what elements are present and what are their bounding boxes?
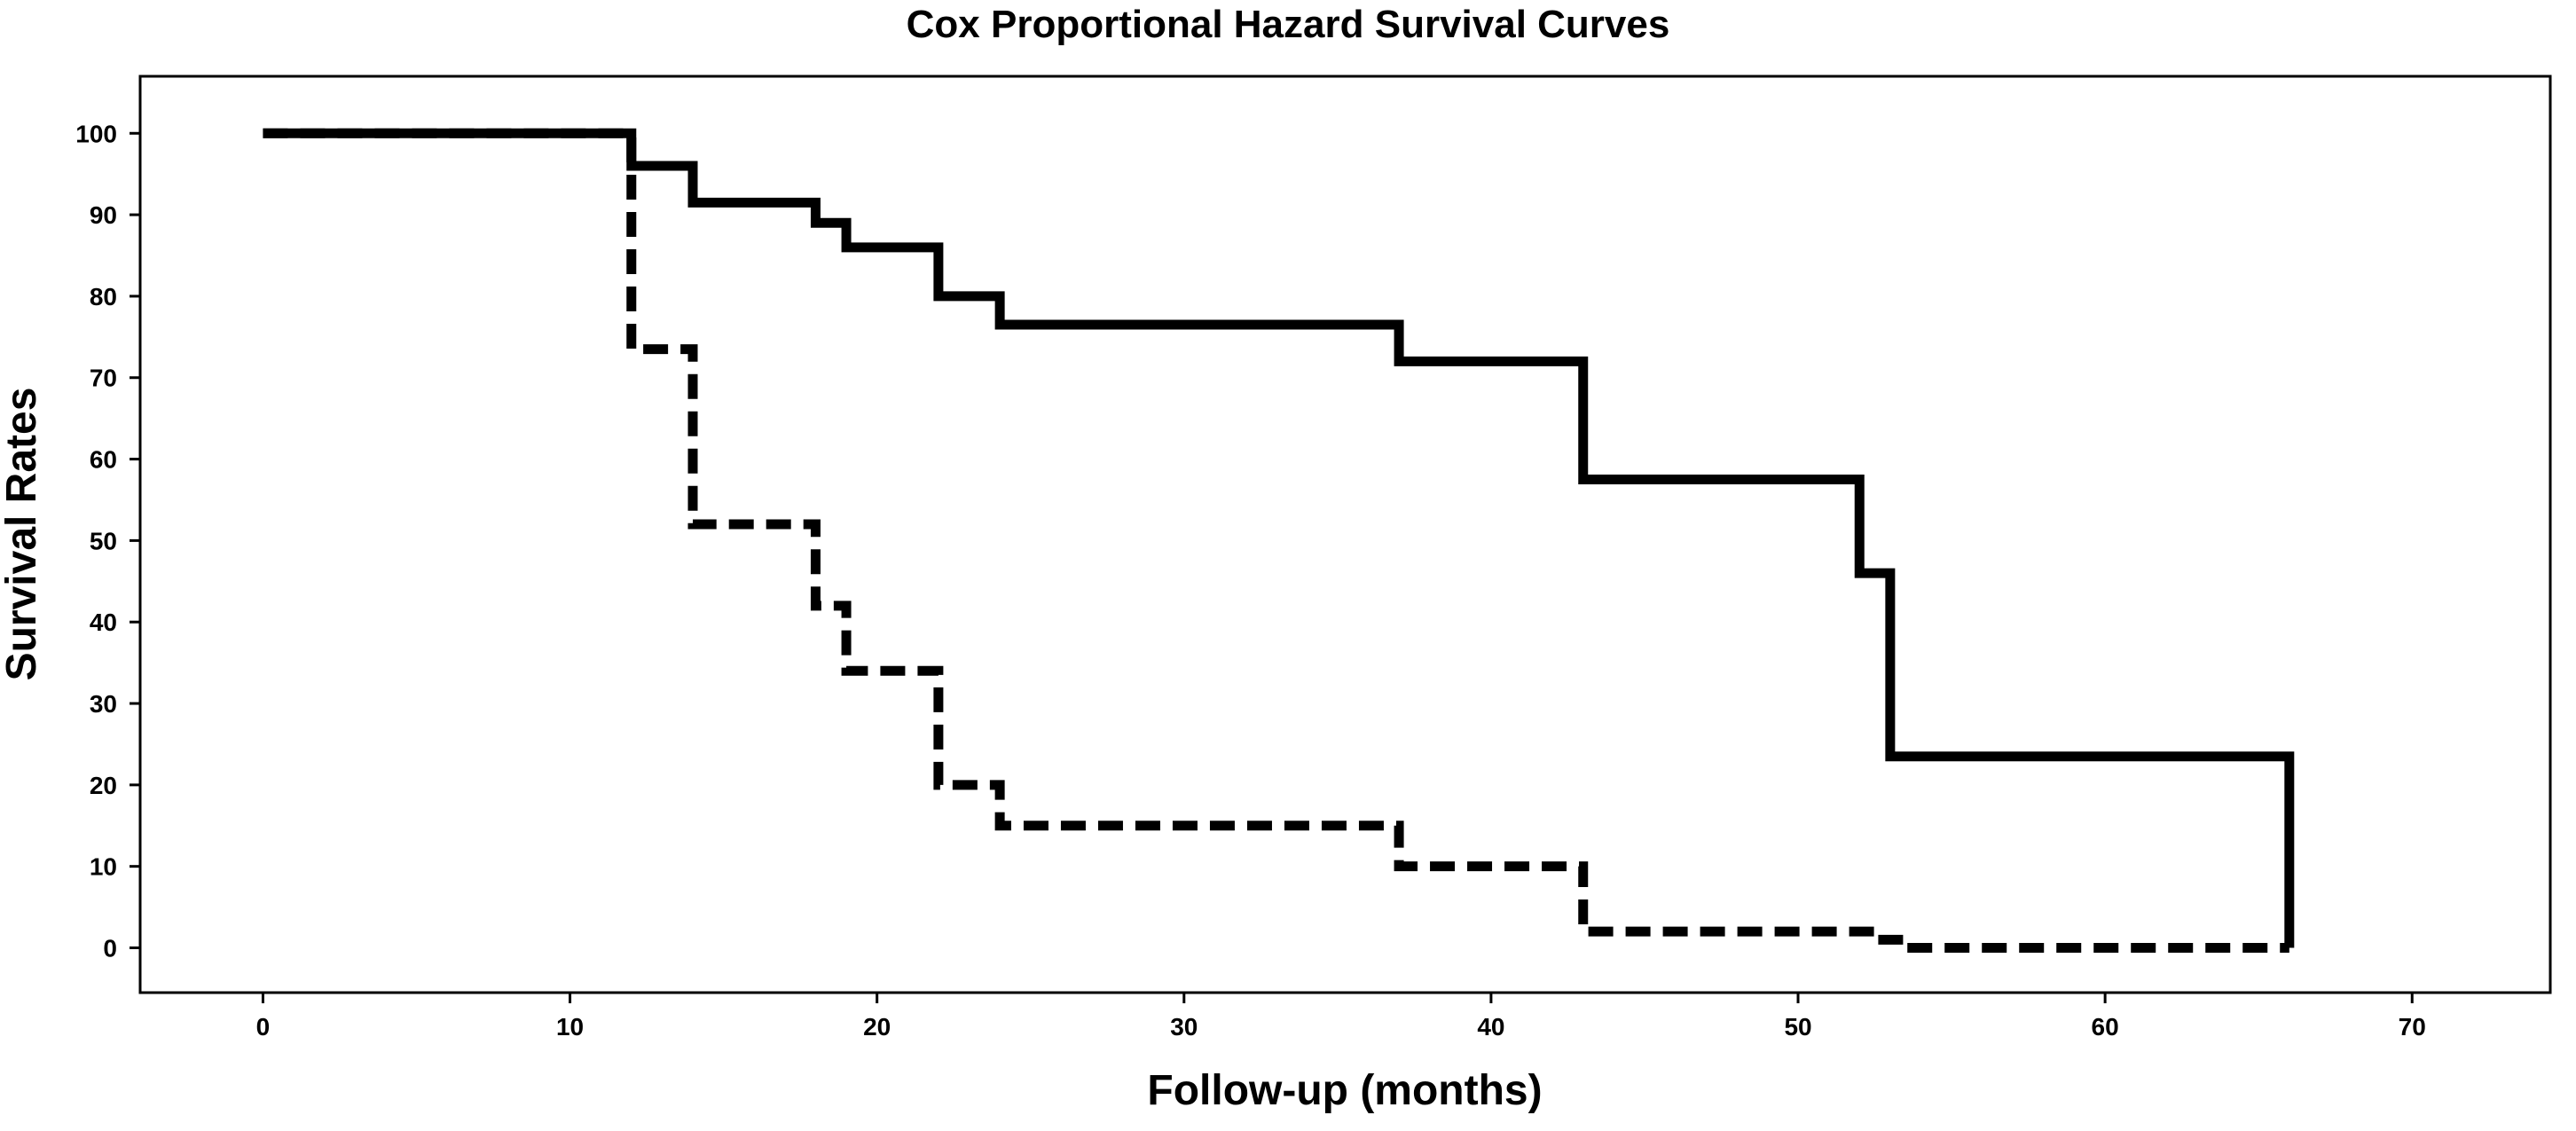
y-tick-label-10: 10 <box>90 853 117 881</box>
dashed-survival-curve <box>263 128 2289 953</box>
y-tick-label-30: 30 <box>90 690 117 718</box>
y-tick-label-70: 70 <box>90 365 117 392</box>
x-tick-label-0: 0 <box>256 1013 271 1041</box>
x-axis-ticks: 0 10 20 30 40 50 60 70 <box>256 993 2426 1041</box>
y-tick-label-80: 80 <box>90 283 117 310</box>
series-layer <box>263 128 2295 953</box>
x-tick-label-40: 40 <box>1477 1013 1504 1041</box>
y-tick-label-100: 100 <box>75 120 117 147</box>
y-tick-label-40: 40 <box>90 609 117 636</box>
x-tick-label-30: 30 <box>1170 1013 1198 1041</box>
y-tick-label-50: 50 <box>90 527 117 554</box>
y-tick-label-60: 60 <box>90 446 117 474</box>
x-tick-label-50: 50 <box>1784 1013 1811 1041</box>
y-axis-label: Survival Rates <box>0 388 45 681</box>
plot-area-frame <box>138 75 2552 994</box>
y-axis-ticks: 0 10 20 30 40 50 60 70 80 90 100 <box>75 120 140 962</box>
y-tick-label-0: 0 <box>103 934 117 962</box>
x-tick-label-60: 60 <box>2092 1013 2119 1041</box>
x-axis-label: Follow-up (months) <box>1147 1067 1542 1114</box>
y-tick-label-90: 90 <box>90 201 117 229</box>
chart-title: Cox Proportional Hazard Survival Curves <box>907 3 1670 46</box>
x-tick-label-20: 20 <box>863 1013 891 1041</box>
x-tick-label-10: 10 <box>556 1013 584 1041</box>
solid-survival-curve <box>263 128 2295 948</box>
x-tick-label-70: 70 <box>2399 1013 2426 1041</box>
y-tick-label-20: 20 <box>90 772 117 799</box>
